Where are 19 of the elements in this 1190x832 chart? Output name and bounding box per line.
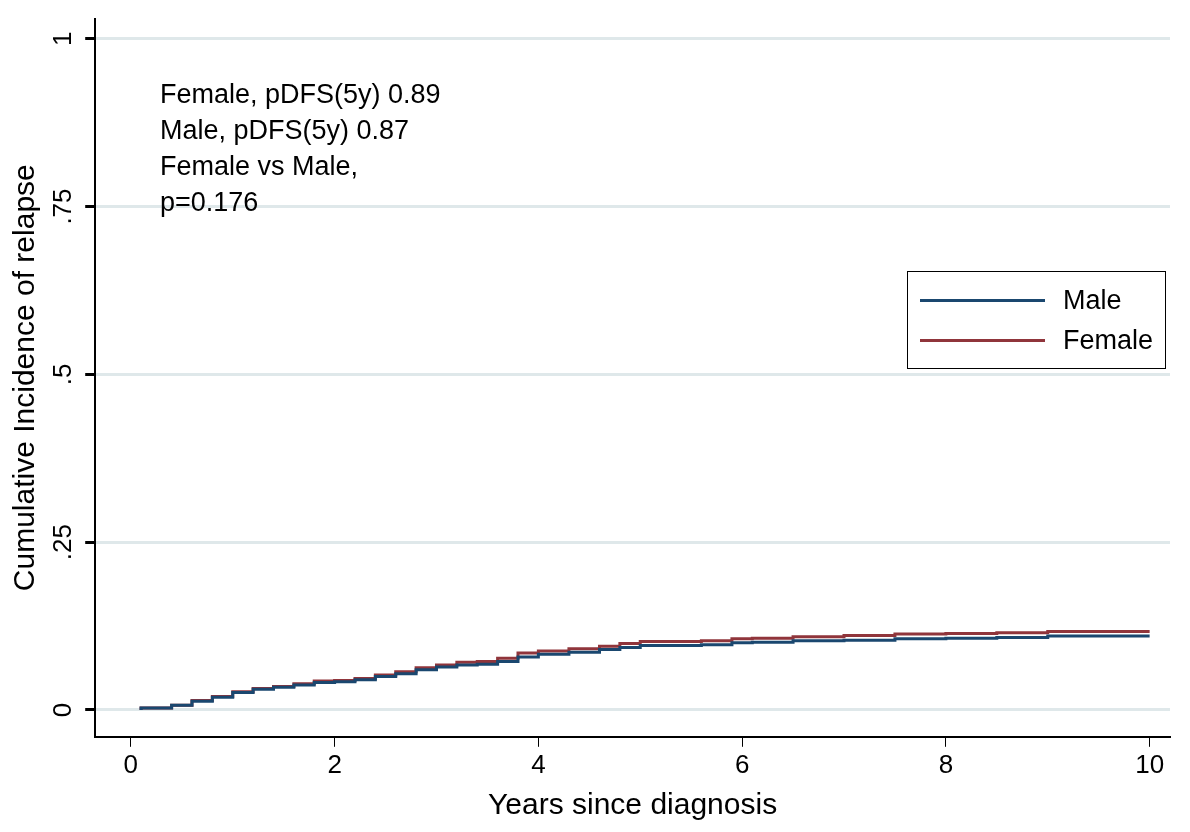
x-tick-label: 0 xyxy=(123,748,139,779)
legend-label: Female xyxy=(1062,324,1153,356)
annotation: p=0.176 xyxy=(160,186,260,219)
x-tick-label: 2 xyxy=(327,748,342,779)
x-tick-label: 10 xyxy=(1135,748,1165,779)
y-tick-label: .25 xyxy=(47,524,78,561)
x-axis-title: Years since diagnosis xyxy=(488,787,778,821)
y-tick-label: .5 xyxy=(47,363,78,386)
x-tick-label: 8 xyxy=(938,748,954,779)
annotation: Female, pDFS(5y) 0.89 xyxy=(160,78,441,111)
y-tick-label: .75 xyxy=(47,188,78,225)
y-tick-label: 0 xyxy=(47,702,78,718)
annotation: Female vs Male, xyxy=(160,150,360,183)
y-axis-title: Cumulative Incidence of relapse xyxy=(7,164,41,592)
x-tick-label: 6 xyxy=(734,748,750,779)
legend-label: Male xyxy=(1062,284,1122,316)
annotation: Male, pDFS(5y) 0.87 xyxy=(160,114,411,147)
x-tick-label: 4 xyxy=(531,748,546,779)
y-tick-label: 1 xyxy=(47,31,78,46)
